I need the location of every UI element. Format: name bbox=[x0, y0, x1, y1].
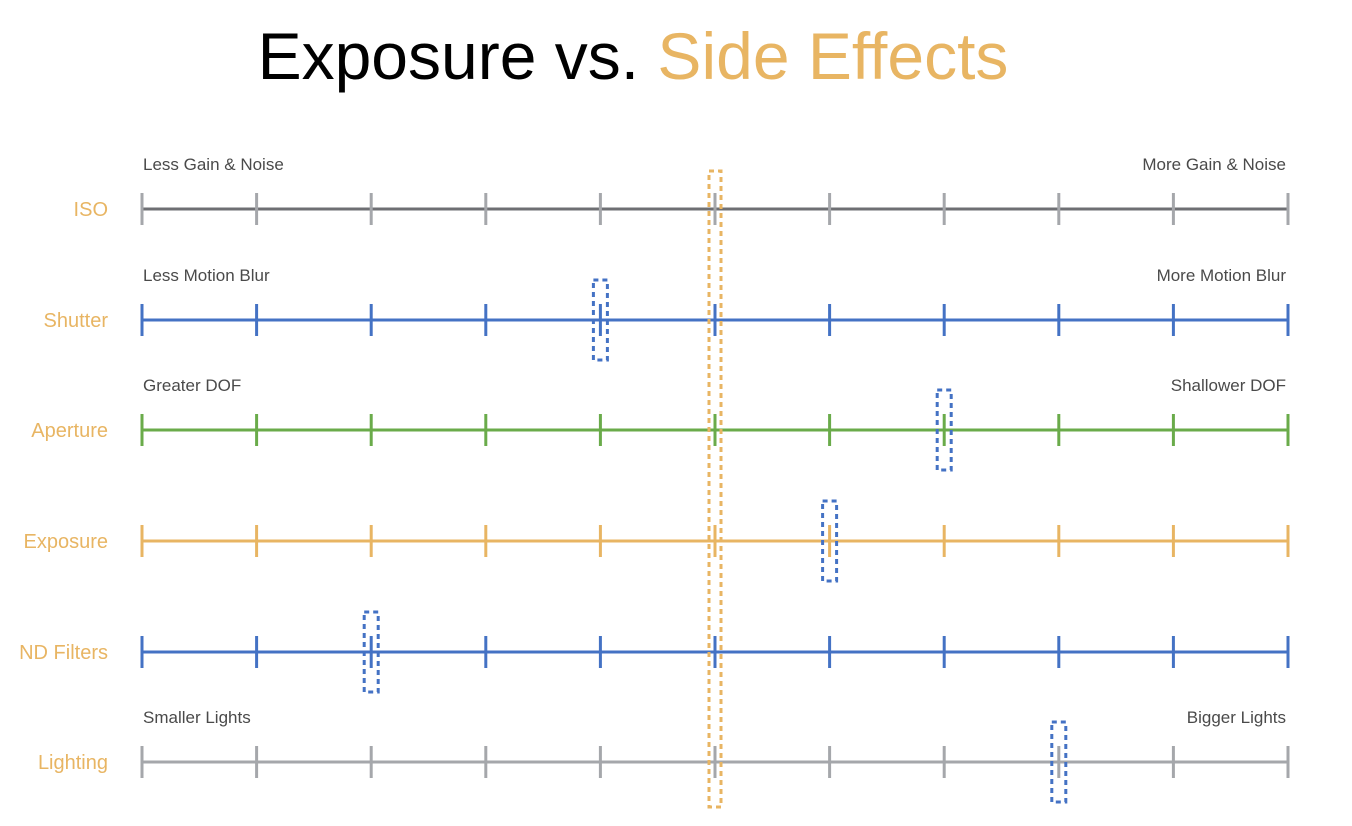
page-title: Exposure vs. Side Effects bbox=[0, 14, 1266, 98]
row-label-aperture: Aperture bbox=[31, 420, 108, 442]
setting-marker-shutter bbox=[591, 278, 609, 362]
right-label-shutter: More Motion Blur bbox=[1157, 266, 1287, 285]
title-accent: Side Effects bbox=[657, 19, 1009, 93]
setting-marker-lighting bbox=[1050, 720, 1068, 804]
title-main: Exposure vs. bbox=[257, 19, 640, 93]
setting-marker-aperture bbox=[935, 388, 953, 472]
setting-marker-exposure bbox=[821, 499, 839, 583]
row-label-shutter: Shutter bbox=[44, 310, 109, 332]
right-label-iso: More Gain & Noise bbox=[1142, 155, 1286, 174]
row-label-lighting: Lighting bbox=[38, 752, 108, 774]
row-label-exposure: Exposure bbox=[24, 531, 109, 553]
row-label-nd-filters: ND Filters bbox=[19, 642, 108, 664]
left-label-iso: Less Gain & Noise bbox=[143, 155, 284, 174]
setting-marker-nd-filters bbox=[362, 610, 380, 694]
left-label-shutter: Less Motion Blur bbox=[143, 266, 270, 285]
right-label-aperture: Shallower DOF bbox=[1171, 376, 1286, 395]
left-label-aperture: Greater DOF bbox=[143, 376, 241, 395]
center-exposure-marker bbox=[707, 169, 723, 809]
right-label-lighting: Bigger Lights bbox=[1187, 708, 1286, 727]
row-label-iso: ISO bbox=[74, 199, 108, 221]
left-label-lighting: Smaller Lights bbox=[143, 708, 251, 727]
